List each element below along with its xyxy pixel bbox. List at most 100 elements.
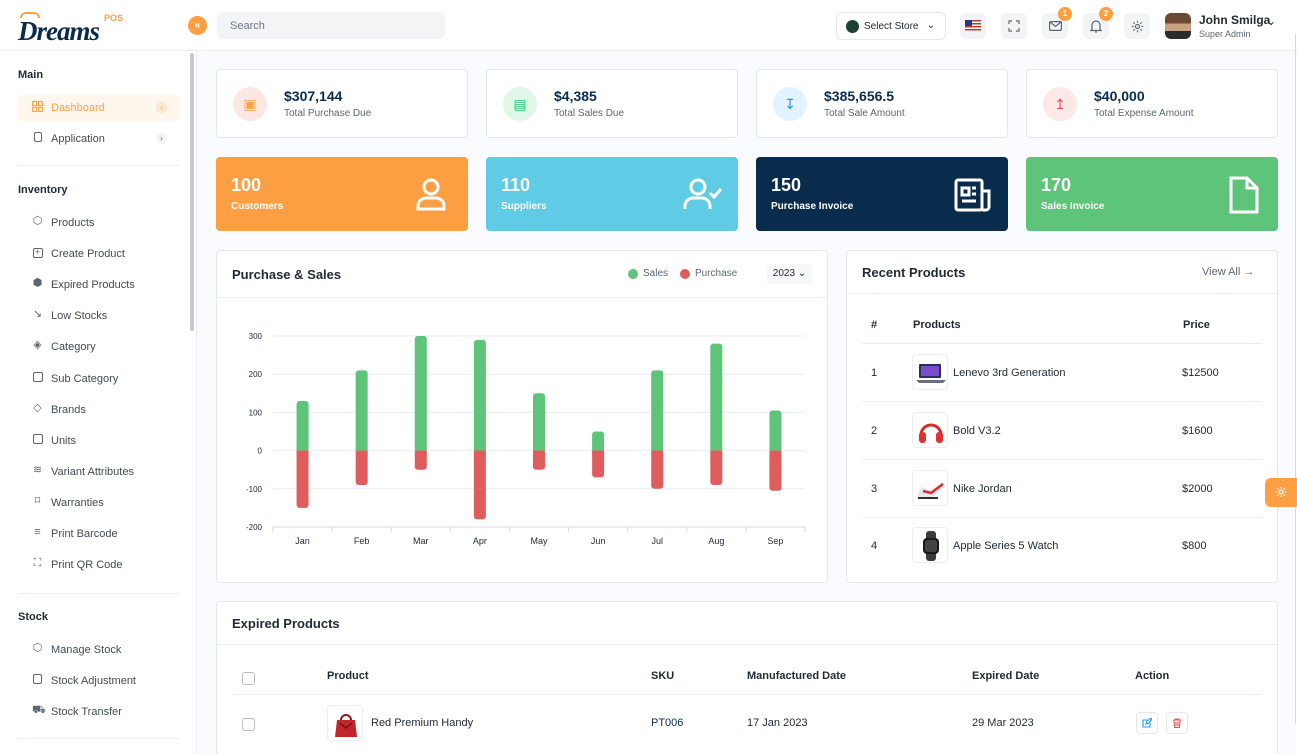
- sidebar-item-sub-category[interactable]: Sub Category: [18, 366, 179, 392]
- col-header-expired-date: Expired Date: [972, 670, 1040, 682]
- fullscreen-button[interactable]: [1001, 13, 1027, 39]
- sidebar-item-variant-attributes[interactable]: ≋ Variant Attributes: [18, 459, 179, 485]
- count-card-sales-invoice[interactable]: 170 Sales Invoice: [1026, 157, 1278, 231]
- product-name[interactable]: Nike Jordan: [953, 483, 1012, 495]
- file-icon: [1229, 176, 1259, 214]
- notification-badge: 2: [1099, 7, 1113, 21]
- sidebar-item-products[interactable]: ⬡ Products: [18, 210, 179, 236]
- bar-sales: [533, 393, 545, 451]
- select-all-checkbox[interactable]: [242, 672, 255, 685]
- purchase-sales-chart: 300 200 100 0 -100 -200 Jan Feb Mar Apr May Jun Jul A…: [246, 332, 806, 546]
- logo-pos: POS: [104, 13, 124, 23]
- sidebar-item-print-qr-code[interactable]: ⛶ Print QR Code: [18, 552, 179, 578]
- stat-card-sales-due: ▤ $4,385 Total Sales Due: [486, 69, 738, 138]
- sidebar-item-warranties[interactable]: ⌑ Warranties: [18, 490, 179, 516]
- stat-label: Total Expense Amount: [1094, 108, 1194, 119]
- view-all-label: View All: [1202, 266, 1241, 278]
- truck-icon: ⛟: [32, 704, 46, 716]
- chevron-right-icon: ›: [156, 133, 167, 144]
- divider: [18, 165, 179, 166]
- trash-icon: [1173, 718, 1181, 728]
- sidebar-item-label: Warranties: [51, 497, 104, 509]
- sidebar-item-print-barcode[interactable]: ≡ Print Barcode: [18, 521, 179, 547]
- legend-purchase-dot: [680, 269, 690, 279]
- count-card-customers[interactable]: 100 Customers: [216, 157, 468, 231]
- sidebar-item-manage-stock[interactable]: ⬡ Manage Stock: [18, 637, 179, 663]
- sidebar-scrollbar[interactable]: [190, 53, 194, 331]
- divider: [862, 343, 1262, 344]
- edit-button[interactable]: [1136, 712, 1158, 734]
- legend-purchase-label: Purchase: [695, 268, 738, 279]
- count-card-suppliers[interactable]: 110 Suppliers: [486, 157, 738, 231]
- x-tick-label: May: [530, 536, 548, 546]
- customizer-edge: [1295, 34, 1296, 724]
- chevron-right-icon: ›: [156, 102, 167, 113]
- sidebar-item-low-stocks[interactable]: ↘ Low Stocks: [18, 303, 179, 329]
- bar-sales: [651, 370, 664, 451]
- mail-button[interactable]: 1: [1042, 7, 1072, 39]
- bar-purchase-base: [533, 450, 545, 454]
- select-store-dropdown[interactable]: Select Store ⌄: [836, 12, 946, 40]
- bar-purchase: [769, 450, 782, 491]
- bar-purchase: [651, 450, 664, 489]
- app-icon: [32, 132, 43, 143]
- panel-title: Expired Products: [232, 616, 340, 631]
- sidebar-item-application[interactable]: Application ›: [18, 126, 179, 152]
- collapse-sidebar-button[interactable]: «: [188, 16, 207, 35]
- x-tick-label: Apr: [473, 536, 487, 546]
- user-name[interactable]: John Smilga: [1199, 13, 1271, 27]
- bar-purchase-base: [355, 450, 368, 454]
- row-num: 1: [871, 367, 878, 379]
- row-checkbox[interactable]: [242, 718, 255, 731]
- avatar[interactable]: [1165, 13, 1191, 39]
- sidebar-item-label: Manage Stock: [51, 644, 122, 656]
- sidebar-item-stock-adjustment[interactable]: Stock Adjustment: [18, 668, 179, 694]
- arrow-right-icon: →: [1243, 266, 1255, 278]
- handbag-icon: [335, 714, 357, 737]
- year-select[interactable]: 2023 ⌄: [767, 264, 812, 284]
- sidebar-item-create-product[interactable]: + Create Product: [18, 241, 179, 267]
- sidebar-item-label: Print Barcode: [51, 528, 118, 540]
- stat-value: $4,385: [554, 88, 597, 104]
- stat-card-purchase-due: ▣ $307,144 Total Purchase Due: [216, 69, 468, 138]
- bag-icon: [20, 12, 40, 18]
- speaker-icon: [32, 434, 43, 445]
- divider: [217, 644, 1277, 645]
- row-num: 4: [871, 540, 878, 552]
- language-flag-button[interactable]: [960, 13, 986, 39]
- sidebar-item-label: Brands: [51, 404, 86, 416]
- upload-icon: ↥: [1043, 87, 1077, 121]
- codesandbox-icon: ⬢: [32, 277, 43, 289]
- layers-icon: ≋: [32, 464, 43, 476]
- shoe-icon: [917, 482, 946, 499]
- count-card-purchase-invoice[interactable]: 150 Purchase Invoice: [756, 157, 1008, 231]
- product-name[interactable]: Lenevo 3rd Generation: [953, 367, 1066, 379]
- us-flag-icon: [965, 20, 981, 31]
- sidebar-item-brands[interactable]: ◇ Brands: [18, 397, 179, 423]
- search-input[interactable]: [217, 12, 445, 39]
- bar-sales: [473, 339, 486, 451]
- product-name[interactable]: Bold V3.2: [953, 425, 1001, 437]
- delete-button[interactable]: [1166, 712, 1188, 734]
- row-num: 2: [871, 425, 878, 437]
- sidebar-item-units[interactable]: Units: [18, 428, 179, 454]
- sidebar-item-label: Expired Products: [51, 279, 135, 291]
- bar-purchase-base: [414, 450, 427, 454]
- settings-button[interactable]: [1124, 13, 1150, 39]
- stat-label: Total Purchase Due: [284, 108, 372, 119]
- view-all-link[interactable]: View All →: [1202, 266, 1254, 278]
- bar-sales-base: [296, 447, 309, 451]
- sidebar-item-dashboard[interactable]: Dashboard ›: [18, 95, 179, 121]
- laptop-icon: [916, 364, 946, 383]
- y-tick-label: -100: [246, 485, 263, 494]
- sidebar-item-expired-products[interactable]: ⬢ Expired Products: [18, 272, 179, 298]
- sidebar-item-category[interactable]: ◈ Category: [18, 334, 179, 360]
- theme-customizer-button[interactable]: [1265, 478, 1297, 507]
- chevron-down-icon[interactable]: ⌄: [1266, 14, 1277, 28]
- product-name[interactable]: Red Premium Handy: [371, 717, 474, 729]
- sidebar-item-stock-transfer[interactable]: ⛟ Stock Transfer: [18, 699, 179, 725]
- product-name[interactable]: Apple Series 5 Watch: [953, 540, 1059, 552]
- codepen-icon: ◈: [33, 339, 42, 351]
- notification-button[interactable]: 2: [1083, 7, 1113, 39]
- logo[interactable]: Dreams POS: [18, 10, 130, 46]
